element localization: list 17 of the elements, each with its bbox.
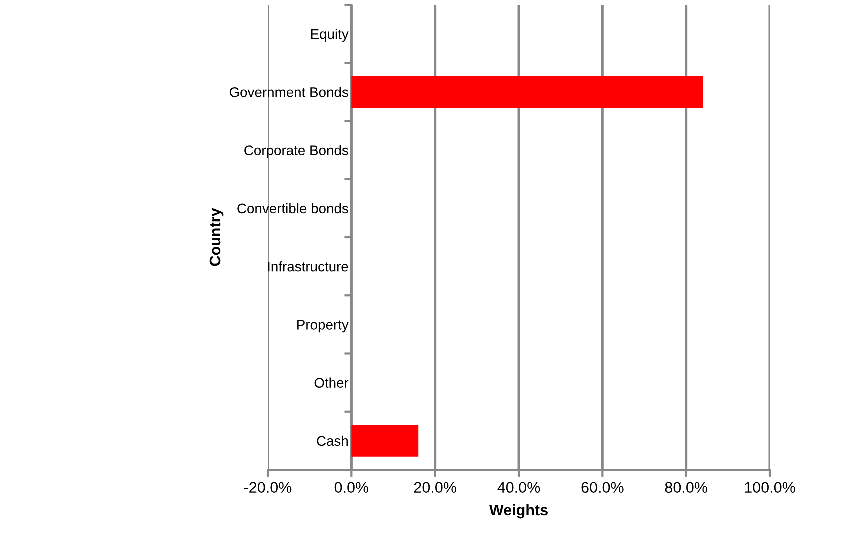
x-tick-label: 80.0% (665, 482, 708, 494)
x-tick-label: 20.0% (414, 482, 456, 494)
x-axis-title: Weights (489, 504, 548, 519)
x-tick-label: 60.0% (582, 482, 624, 494)
y-axis-title: Country (210, 208, 224, 266)
y-tick-label: Corporate Bonds (244, 145, 348, 158)
y-tick-label: Property (298, 320, 349, 333)
x-tick-label: 100.0% (745, 482, 796, 494)
y-tick-label: Other (314, 378, 349, 388)
x-tick-label: 0.0% (334, 482, 369, 494)
x-tick-label: -20.0% (244, 482, 292, 494)
y-tick-label: Cash (317, 436, 348, 446)
y-tick-label: Convertible bonds (238, 203, 348, 214)
y-tick-label: Equity (311, 29, 349, 42)
x-tick-label: 40.0% (498, 482, 540, 494)
y-tick-label: Infrastructure (268, 262, 348, 272)
y-tick-label: Government Bonds (230, 87, 348, 98)
